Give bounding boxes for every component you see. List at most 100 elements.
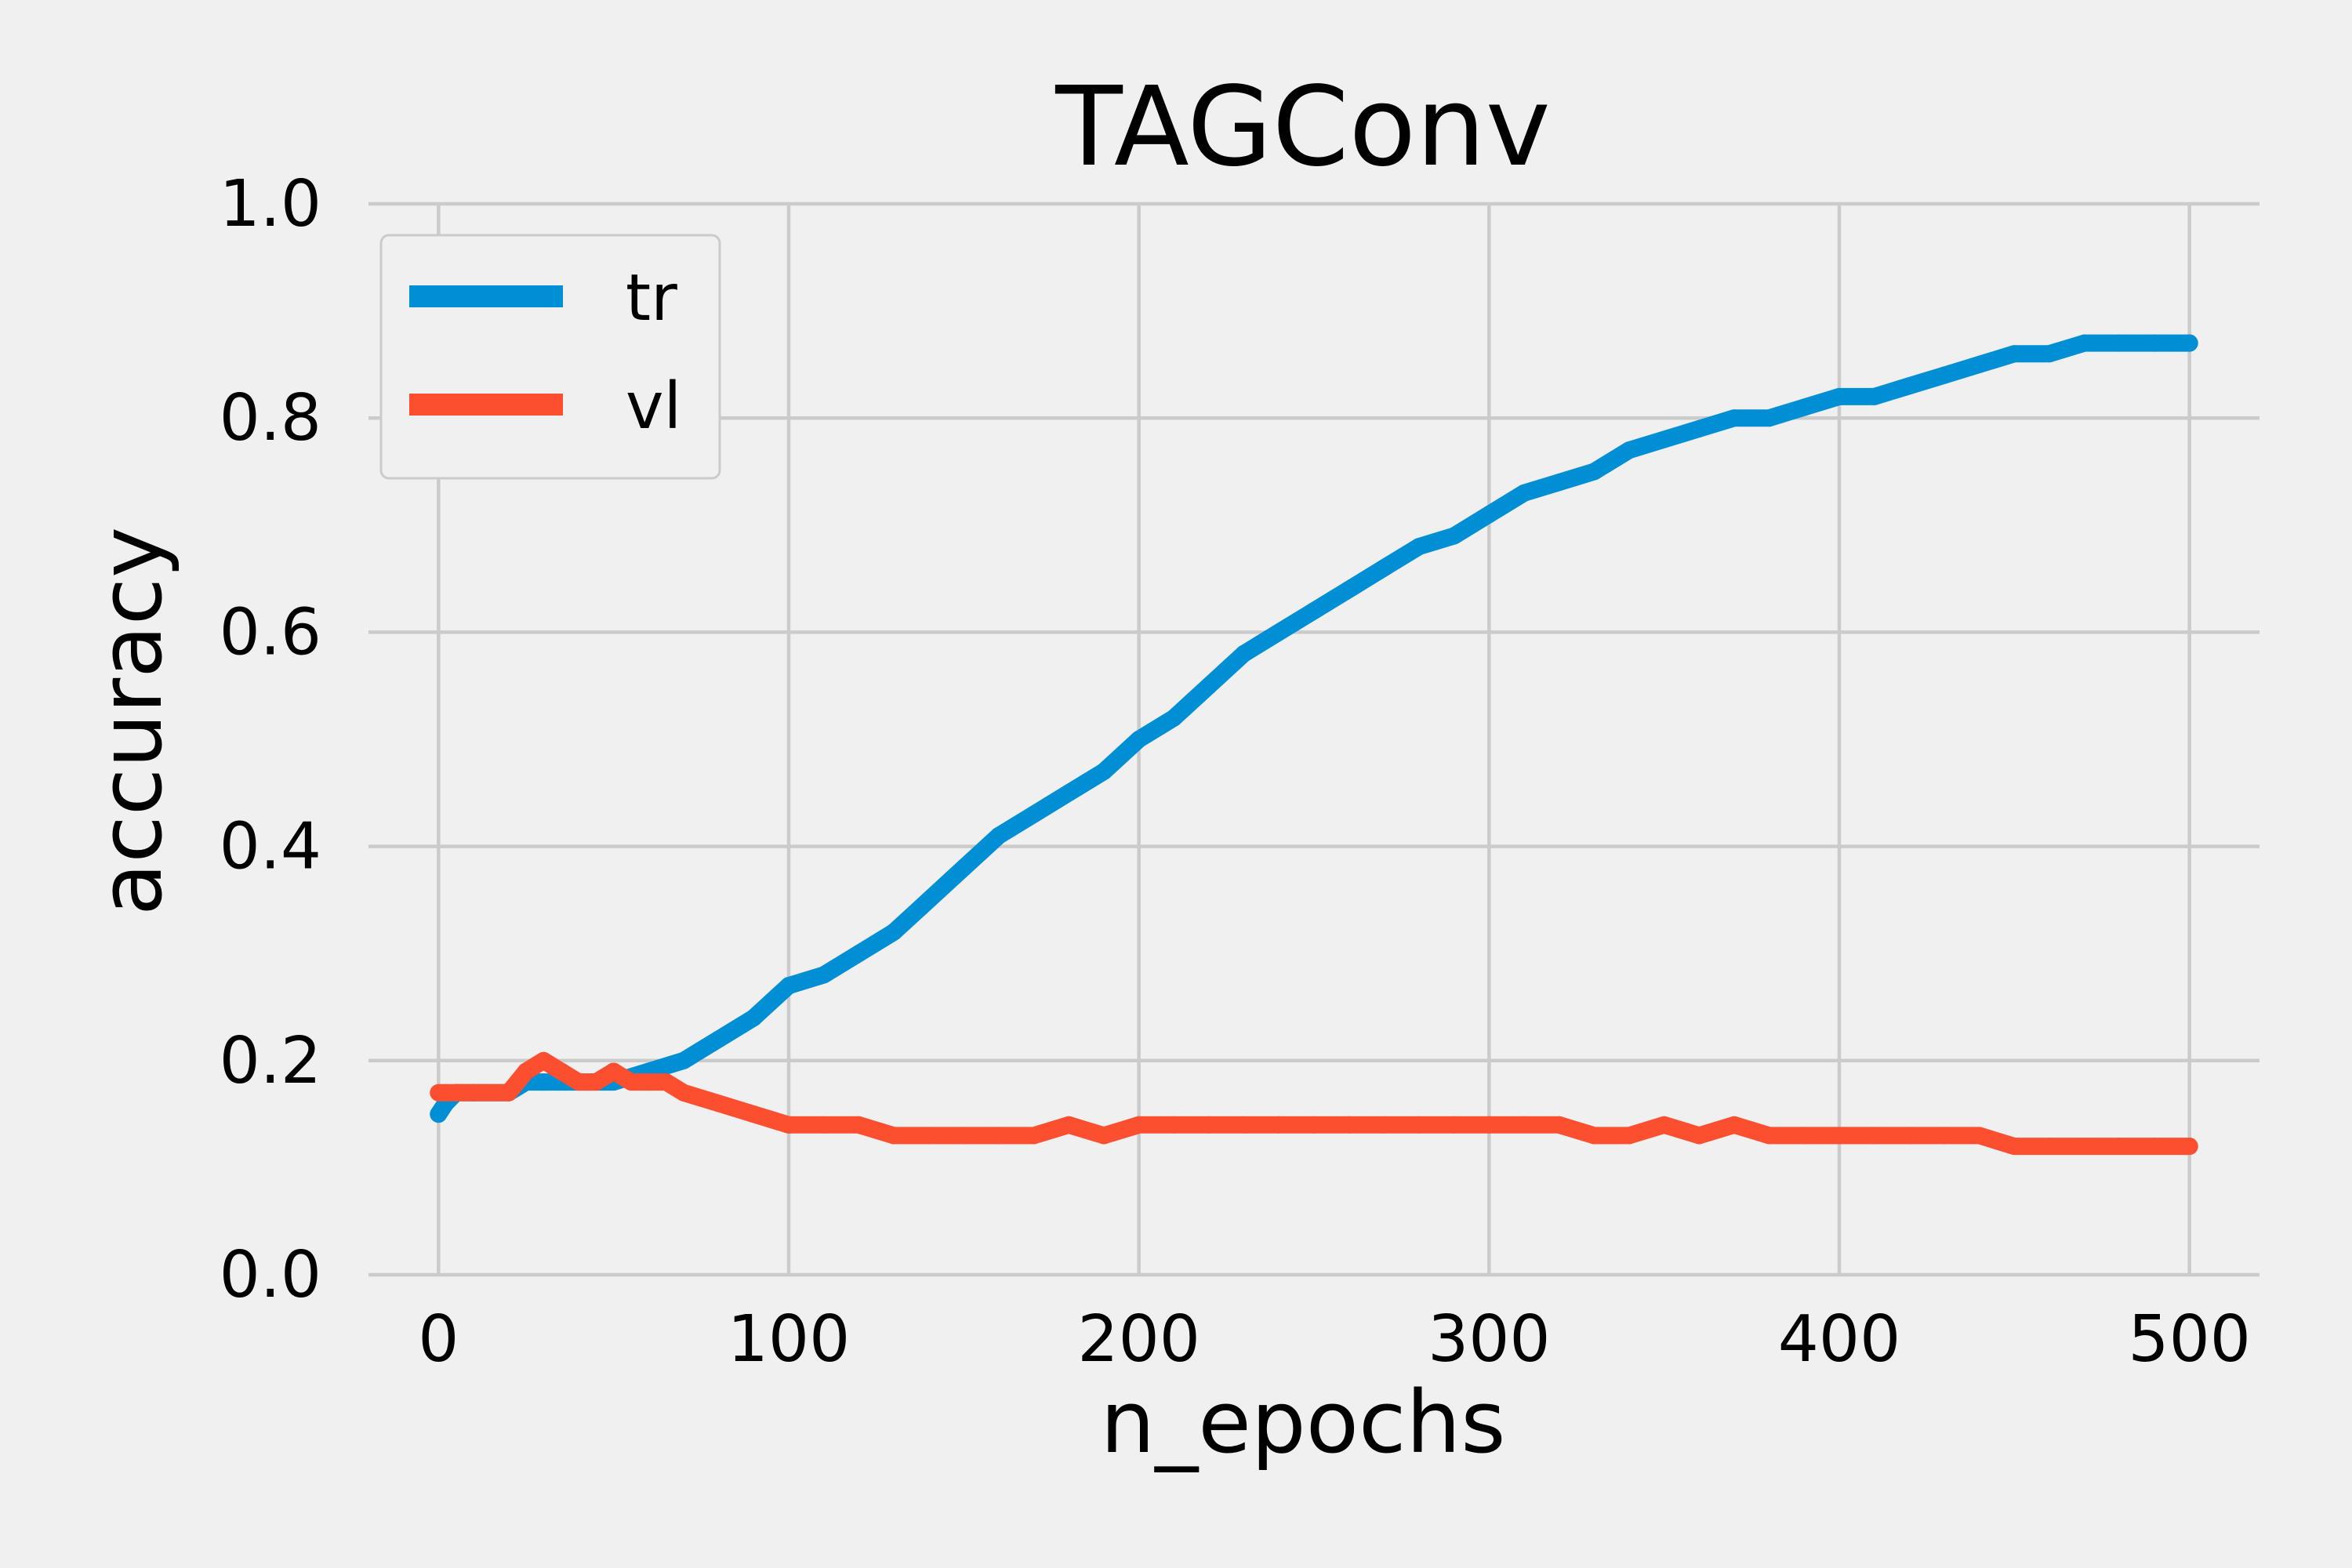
data-point-vl	[1550, 1116, 1568, 1134]
data-point-tr	[1305, 602, 1323, 620]
data-point-vl	[1726, 1116, 1743, 1134]
data-point-vl	[885, 1127, 902, 1145]
data-point-vl	[465, 1083, 482, 1102]
data-point-vl	[1865, 1127, 1883, 1145]
data-point-vl	[1445, 1116, 1463, 1134]
data-point-tr	[1970, 355, 1988, 373]
data-point-vl	[447, 1083, 465, 1102]
data-point-vl	[1340, 1116, 1358, 1134]
x-tick-label: 500	[2128, 1302, 2251, 1377]
data-point-tr	[1060, 784, 1078, 802]
data-point-tr	[920, 891, 938, 909]
data-point-tr	[675, 1051, 692, 1069]
data-point-vl	[1515, 1116, 1533, 1134]
x-tick-label: 300	[1428, 1302, 1551, 1377]
data-point-vl	[570, 1073, 587, 1091]
data-point-tr	[1690, 419, 1708, 437]
data-point-vl	[1621, 1127, 1638, 1145]
data-point-tr	[1515, 484, 1533, 502]
data-point-tr	[1795, 398, 1813, 416]
data-point-vl	[657, 1073, 675, 1091]
data-point-vl	[675, 1083, 692, 1102]
data-point-tr	[885, 923, 902, 941]
data-point-tr	[780, 977, 797, 995]
data-point-vl	[2075, 1138, 2093, 1156]
data-point-vl	[710, 1094, 728, 1112]
data-point-vl	[2180, 1138, 2198, 1156]
data-point-vl	[1795, 1127, 1813, 1145]
data-point-vl	[1270, 1116, 1288, 1134]
chart-title: TAGConv	[1054, 64, 1550, 191]
data-point-tr	[2041, 345, 2058, 363]
data-point-tr	[1550, 474, 1568, 492]
data-point-vl	[640, 1073, 658, 1091]
y-tick-label: 0.2	[220, 1024, 321, 1098]
data-point-vl	[1831, 1127, 1848, 1145]
data-point-vl	[1900, 1127, 1918, 1145]
data-point-tr	[955, 858, 973, 877]
data-point-vl	[1410, 1116, 1428, 1134]
data-point-vl	[745, 1105, 763, 1123]
data-point-vl	[850, 1116, 868, 1134]
x-tick-label: 200	[1077, 1302, 1200, 1377]
data-point-tr	[1165, 709, 1183, 727]
y-tick-label: 0.8	[220, 381, 321, 456]
data-point-tr	[850, 945, 868, 963]
data-point-tr	[1900, 377, 1918, 395]
data-point-tr	[1936, 366, 1953, 384]
data-point-tr	[1375, 559, 1393, 577]
data-point-tr	[1621, 441, 1638, 459]
y-tick-label: 0.4	[220, 810, 321, 884]
data-point-vl	[1130, 1116, 1148, 1134]
data-point-tr	[1726, 409, 1743, 427]
y-tick-label: 1.0	[220, 167, 321, 241]
data-point-vl	[1375, 1116, 1393, 1134]
data-point-tr	[2146, 334, 2163, 352]
data-point-vl	[1305, 1116, 1323, 1134]
data-point-vl	[499, 1083, 517, 1102]
data-point-tr	[1655, 430, 1673, 448]
x-tick-label: 400	[1778, 1302, 1901, 1377]
data-point-vl	[990, 1127, 1007, 1145]
data-point-vl	[920, 1127, 938, 1145]
data-point-tr	[990, 826, 1007, 844]
data-point-vl	[1690, 1127, 1708, 1145]
legend-label-vl: vl	[626, 369, 681, 444]
data-point-tr	[2005, 345, 2024, 363]
x-tick-label: 0	[418, 1302, 459, 1377]
y-tick-label: 0.6	[220, 595, 321, 670]
data-point-vl	[815, 1116, 833, 1134]
data-point-vl	[780, 1116, 797, 1134]
data-point-tr	[1130, 731, 1148, 748]
data-point-tr	[1865, 387, 1883, 405]
data-point-tr	[2111, 334, 2129, 352]
data-point-vl	[1200, 1116, 1218, 1134]
data-point-tr	[1831, 387, 1848, 405]
data-point-vl	[1480, 1116, 1498, 1134]
data-point-tr	[1410, 538, 1428, 556]
data-point-vl	[517, 1062, 535, 1080]
data-point-tr	[2180, 334, 2198, 352]
data-point-tr	[815, 966, 833, 984]
data-point-tr	[710, 1030, 728, 1048]
data-point-vl	[1095, 1127, 1112, 1145]
x-tick-label: 100	[728, 1302, 851, 1377]
data-point-vl	[1165, 1116, 1183, 1134]
data-point-vl	[1060, 1116, 1078, 1134]
data-point-tr	[1480, 506, 1498, 524]
data-point-vl	[1936, 1127, 1953, 1145]
data-point-tr	[1585, 463, 1603, 481]
data-point-tr	[2075, 334, 2093, 352]
data-point-tr	[1200, 677, 1218, 695]
data-point-vl	[2005, 1138, 2024, 1156]
data-point-tr	[1760, 409, 1778, 427]
y-axis-label: accuracy	[81, 527, 181, 916]
data-point-tr	[1270, 623, 1288, 641]
legend-label-tr: tr	[626, 261, 677, 336]
data-point-vl	[552, 1062, 570, 1080]
data-point-vl	[587, 1073, 605, 1091]
legend: tr vl	[379, 234, 721, 480]
data-point-vl	[622, 1073, 640, 1091]
series	[430, 334, 2198, 1156]
data-point-vl	[2111, 1138, 2129, 1156]
